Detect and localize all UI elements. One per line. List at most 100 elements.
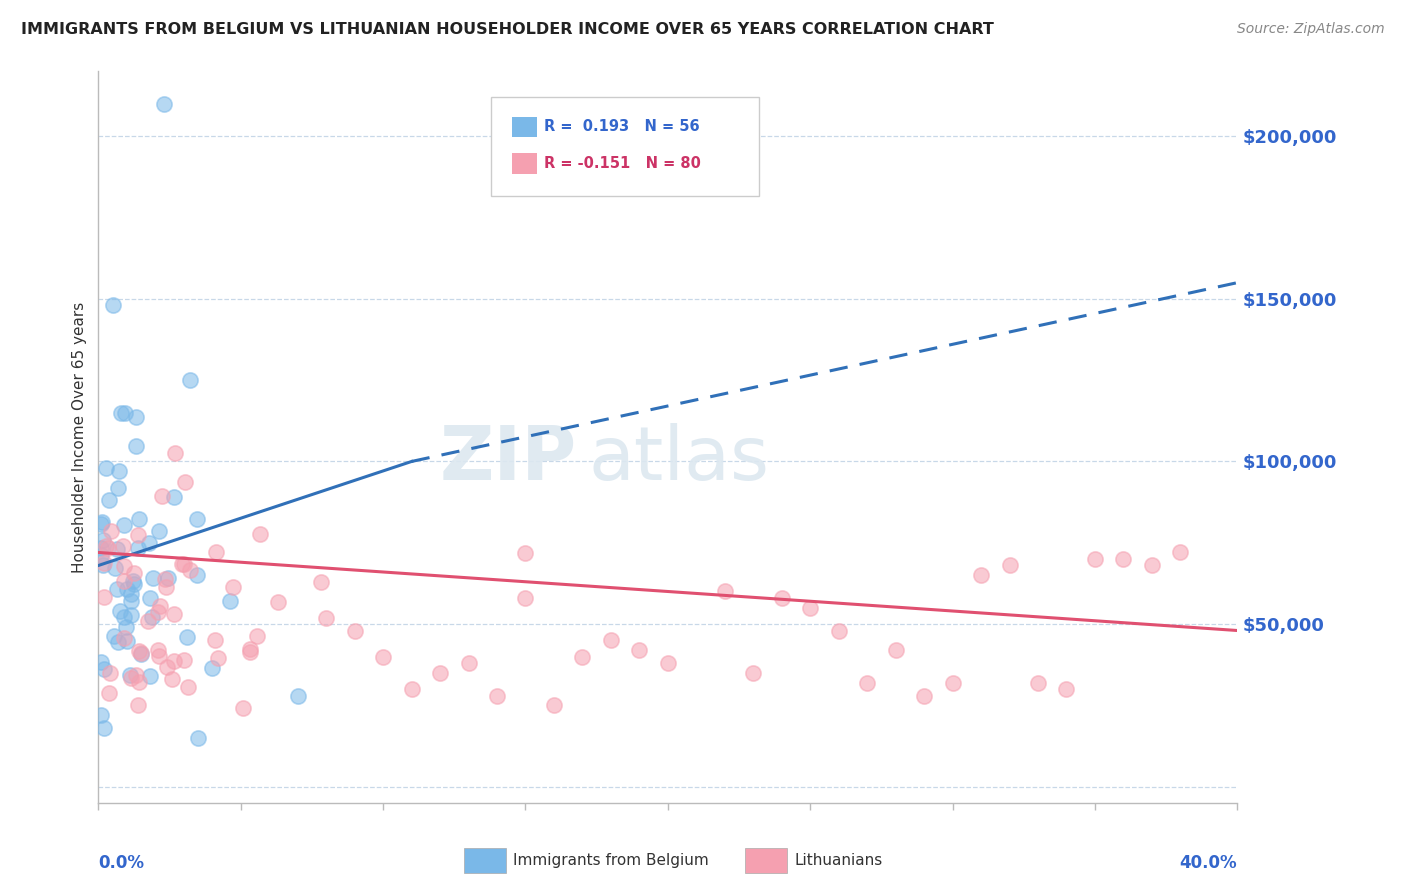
Point <box>90 656 112 670</box>
Point <box>998 558 1021 573</box>
Text: Source: ZipAtlas.com: Source: ZipAtlas.com <box>1237 22 1385 37</box>
Point <box>148 524 170 538</box>
Point <box>157 571 180 585</box>
Point <box>112 610 135 624</box>
Point <box>315 610 337 624</box>
Point <box>343 624 366 638</box>
Point <box>93 590 115 604</box>
Point <box>112 631 135 645</box>
Point <box>486 689 509 703</box>
Point <box>96 461 118 475</box>
Text: 40.0%: 40.0% <box>1180 854 1237 872</box>
Point <box>176 681 198 695</box>
Point <box>515 546 537 560</box>
Point <box>150 489 173 503</box>
Point <box>287 689 309 703</box>
Point <box>373 649 395 664</box>
Point <box>100 524 122 538</box>
Point <box>249 527 271 541</box>
Point <box>90 708 112 723</box>
Text: atlas: atlas <box>588 423 769 496</box>
Point <box>204 633 226 648</box>
Point <box>105 541 128 556</box>
Point <box>90 541 112 555</box>
Point <box>239 642 262 657</box>
Point <box>112 559 135 574</box>
Point <box>104 560 127 574</box>
Point <box>94 539 117 553</box>
Point <box>124 566 146 580</box>
Point <box>657 656 679 670</box>
Point <box>160 672 183 686</box>
Point <box>112 574 135 589</box>
Point <box>884 643 907 657</box>
Text: IMMIGRANTS FROM BELGIUM VS LITHUANIAN HOUSEHOLDER INCOME OVER 65 YEARS CORRELATI: IMMIGRANTS FROM BELGIUM VS LITHUANIAN HO… <box>21 22 994 37</box>
Point <box>120 671 142 685</box>
Point <box>246 629 269 643</box>
Point <box>114 620 136 634</box>
Point <box>110 406 132 420</box>
Point <box>114 406 136 420</box>
Point <box>401 681 423 696</box>
Point <box>103 629 125 643</box>
Point <box>207 650 229 665</box>
Point <box>742 665 765 680</box>
Point <box>115 633 138 648</box>
Bar <box>745 848 787 873</box>
Point <box>91 533 114 547</box>
Point <box>139 591 162 605</box>
Point <box>118 667 141 681</box>
Point <box>105 582 128 596</box>
Point <box>138 536 160 550</box>
FancyBboxPatch shape <box>512 117 537 137</box>
Point <box>714 584 737 599</box>
Point <box>232 701 254 715</box>
Point <box>1140 558 1163 573</box>
Point <box>799 600 821 615</box>
Point <box>543 698 565 713</box>
Point <box>172 557 194 571</box>
Point <box>148 643 170 657</box>
Point <box>165 446 187 460</box>
Point <box>204 545 226 559</box>
Point <box>942 675 965 690</box>
Point <box>101 298 124 312</box>
Point <box>97 493 120 508</box>
Point <box>155 580 177 594</box>
Point <box>970 568 993 582</box>
Point <box>600 633 623 648</box>
Point <box>93 721 115 735</box>
Point <box>628 643 651 657</box>
Point <box>108 604 131 618</box>
Point <box>457 656 479 670</box>
Point <box>856 675 879 690</box>
Point <box>115 582 138 596</box>
Point <box>912 689 935 703</box>
Point <box>120 587 142 601</box>
Point <box>122 574 145 589</box>
Point <box>90 515 112 529</box>
Point <box>153 96 176 111</box>
Point <box>770 591 793 605</box>
Point <box>179 563 201 577</box>
Bar <box>464 848 506 873</box>
Point <box>128 644 150 658</box>
Point <box>156 660 179 674</box>
Point <box>1026 675 1049 690</box>
Point <box>128 512 150 526</box>
Point <box>149 599 172 613</box>
Text: Immigrants from Belgium: Immigrants from Belgium <box>513 854 709 868</box>
Point <box>122 577 145 591</box>
Point <box>173 557 195 571</box>
Point <box>201 661 224 675</box>
Point <box>176 630 198 644</box>
Point <box>218 593 240 607</box>
Point <box>93 557 115 571</box>
Point <box>186 512 208 526</box>
Point <box>828 624 851 638</box>
FancyBboxPatch shape <box>512 153 537 174</box>
Text: R = -0.151   N = 80: R = -0.151 N = 80 <box>544 156 700 171</box>
Point <box>309 574 332 589</box>
Point <box>187 731 209 745</box>
Point <box>124 668 146 682</box>
